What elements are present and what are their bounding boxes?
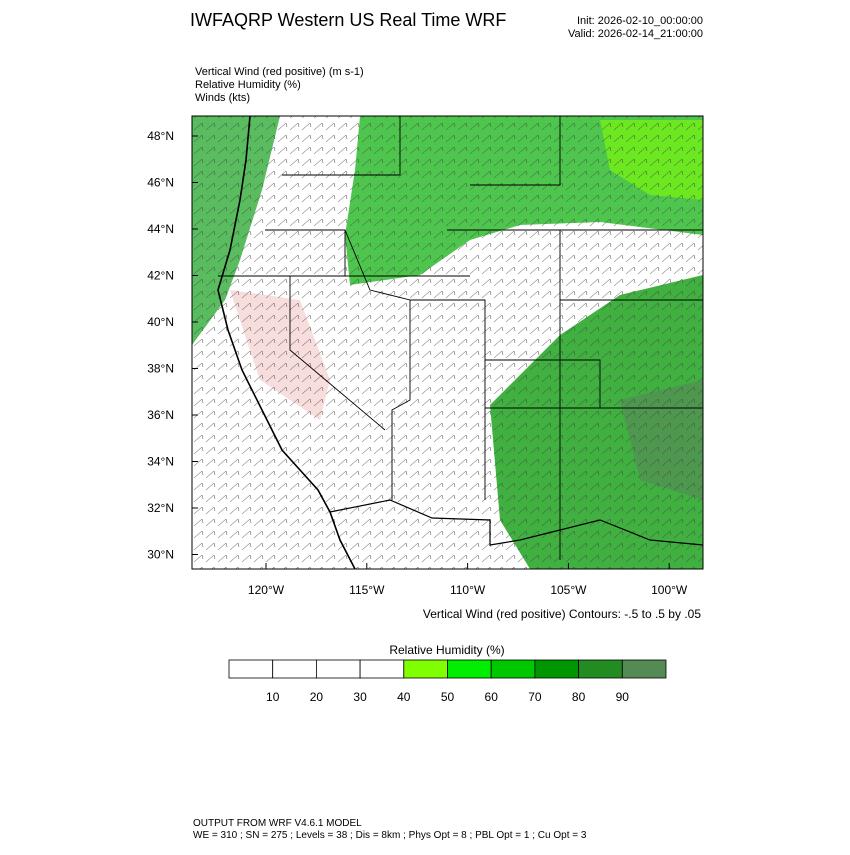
colorbar: 10 20 30 40 50 60 70 80 90 [228, 659, 667, 704]
colorbar-label: 10 [266, 690, 280, 704]
valid-time: Valid: 2026-02-14_21:00:00 [568, 28, 703, 40]
lon-tick-label: 110°W [450, 583, 486, 597]
title: IWFAQRP Western US Real Time WRF [190, 10, 506, 30]
color-box [272, 659, 317, 679]
color-box [621, 659, 667, 679]
lat-tick-label: 30°N [147, 548, 174, 562]
footer-line: OUTPUT FROM WRF V4.6.1 MODEL [193, 818, 362, 829]
colorbar-label: 30 [353, 690, 367, 704]
lat-tick-label: 32°N [147, 501, 174, 515]
map-ticks: 48°N 46°N 44°N 42°N 40°N 38°N 36°N 34°N 32°N 30°N… [147, 129, 688, 597]
lon-tick-label: 120°W [248, 583, 285, 597]
color-box [490, 659, 536, 679]
colorbar-label: 40 [397, 690, 411, 704]
lat-tick-label: 42°N [147, 269, 174, 283]
lon-tick-label: 115°W [349, 583, 385, 597]
lat-tick-label: 44°N [147, 222, 174, 236]
init-time: Init: 2026-02-10_00:00:00 [577, 15, 703, 27]
color-box [447, 659, 492, 679]
field-label: Winds (kts) [195, 92, 250, 104]
lat-tick-label: 48°N [147, 129, 174, 143]
lat-tick-label: 36°N [147, 408, 174, 422]
lat-tick-label: 46°N [147, 176, 174, 190]
color-box [403, 659, 448, 679]
footer-line: WE = 310 ; SN = 275 ; Levels = 38 ; Dis … [193, 830, 587, 841]
lon-tick-label: 105°W [550, 583, 587, 597]
lon-tick-label: 100°W [651, 583, 688, 597]
color-box [228, 659, 274, 679]
colorbar-title: Relative Humidity (%) [389, 643, 504, 657]
colorbar-label: 90 [616, 690, 630, 704]
color-box [534, 659, 580, 679]
colorbar-label: 20 [310, 690, 324, 704]
contour-note: Vertical Wind (red positive) Contours: -… [423, 607, 701, 621]
colorbar-label: 70 [528, 690, 542, 704]
colorbar-label: 50 [441, 690, 455, 704]
lat-tick-label: 34°N [147, 455, 174, 469]
map-frame [191, 115, 704, 570]
color-box [578, 659, 623, 679]
lat-tick-label: 38°N [147, 362, 174, 376]
colorbar-label: 60 [485, 690, 499, 704]
field-label: Relative Humidity (%) [195, 79, 301, 91]
map-area [192, 116, 703, 569]
colorbar-label: 80 [572, 690, 586, 704]
color-box [315, 659, 361, 679]
lat-tick-label: 40°N [147, 315, 174, 329]
field-label: Vertical Wind (red positive) (m s-1) [195, 66, 364, 78]
color-box [359, 659, 405, 679]
